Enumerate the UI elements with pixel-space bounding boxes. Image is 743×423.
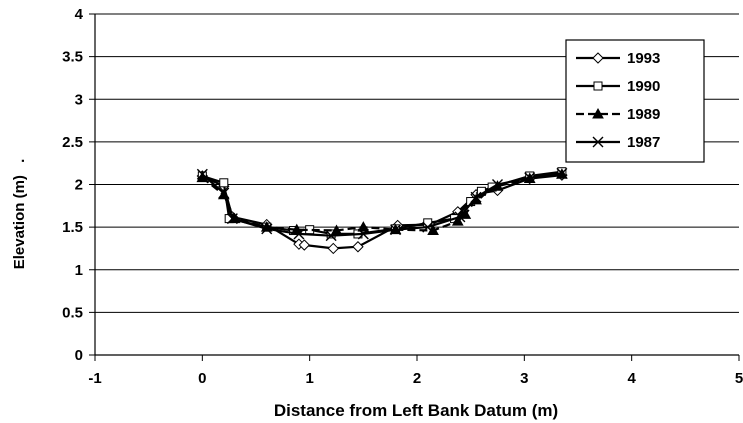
data-point	[556, 167, 568, 179]
data-point	[422, 221, 434, 233]
data-point	[390, 224, 402, 236]
data-point	[454, 211, 466, 223]
series-line	[201, 174, 563, 250]
x-tick-labels: -1 0 1 2 3 4 5	[88, 370, 743, 387]
data-point	[524, 172, 536, 184]
data-point	[327, 242, 339, 255]
legend: 1993 1990 1989 1987	[565, 39, 705, 163]
y-tick-label: 2.5	[62, 134, 83, 151]
data-point	[352, 241, 364, 253]
data-point	[357, 221, 370, 232]
legend-marker	[593, 81, 603, 91]
data-point	[218, 187, 230, 199]
data-point	[226, 213, 238, 225]
legend-item-1990: 1990	[576, 78, 660, 95]
x-tick-label: -1	[88, 370, 101, 387]
y-tick-label: 3	[75, 91, 83, 108]
legend-item-1987: 1987	[576, 134, 660, 151]
x-tick-label: 5	[735, 370, 743, 387]
x-tick-label: 1	[305, 370, 313, 387]
y-tick-label: 0.5	[62, 304, 83, 321]
legend-item-1989: 1989	[576, 106, 660, 123]
legend-label: 1993	[627, 50, 660, 67]
svg-text:Elevation (m) .: Elevation (m) .	[11, 159, 28, 270]
data-point	[325, 230, 337, 242]
series-line	[201, 172, 563, 237]
legend-marker	[592, 52, 604, 64]
data-point	[470, 191, 482, 203]
legend-item-1993: 1993	[576, 50, 660, 67]
x-tick-label: 2	[413, 370, 421, 387]
data-point	[298, 239, 311, 251]
series-1987	[196, 167, 568, 242]
legend-marker	[592, 136, 604, 148]
x-tick-label: 4	[627, 370, 636, 387]
y-axis-title: Elevation (m) .	[11, 159, 28, 270]
axes	[89, 13, 740, 361]
series-layer	[196, 167, 568, 255]
data-point	[219, 178, 229, 188]
data-point	[492, 179, 503, 190]
y-tick-label: 1	[75, 262, 83, 279]
x-axis-title: Distance from Left Bank Datum (m)	[274, 401, 558, 420]
y-tick-label: 4	[75, 6, 84, 23]
x-tick-label: 0	[198, 370, 206, 387]
x-tick-label: 3	[520, 370, 528, 387]
y-tick-label: 0	[75, 347, 83, 364]
y-axis-title-text: Elevation (m)	[11, 175, 28, 269]
y-tick-label: 3.5	[62, 49, 83, 66]
legend-label: 1989	[627, 106, 660, 123]
data-point	[261, 223, 273, 235]
data-point	[196, 168, 208, 180]
data-point	[357, 228, 369, 240]
y-tick-labels: 0 0.5 1 1.5 2 2.5 3 3.5 4	[62, 6, 84, 364]
data-point	[293, 228, 305, 240]
y-tick-label: 2	[75, 177, 83, 194]
y-tick-label: 1.5	[62, 219, 83, 236]
legend-label: 1987	[627, 134, 660, 151]
legend-label: 1990	[627, 78, 660, 95]
y-axis-title-suffix: .	[11, 159, 28, 163]
legend-marker	[592, 107, 604, 119]
